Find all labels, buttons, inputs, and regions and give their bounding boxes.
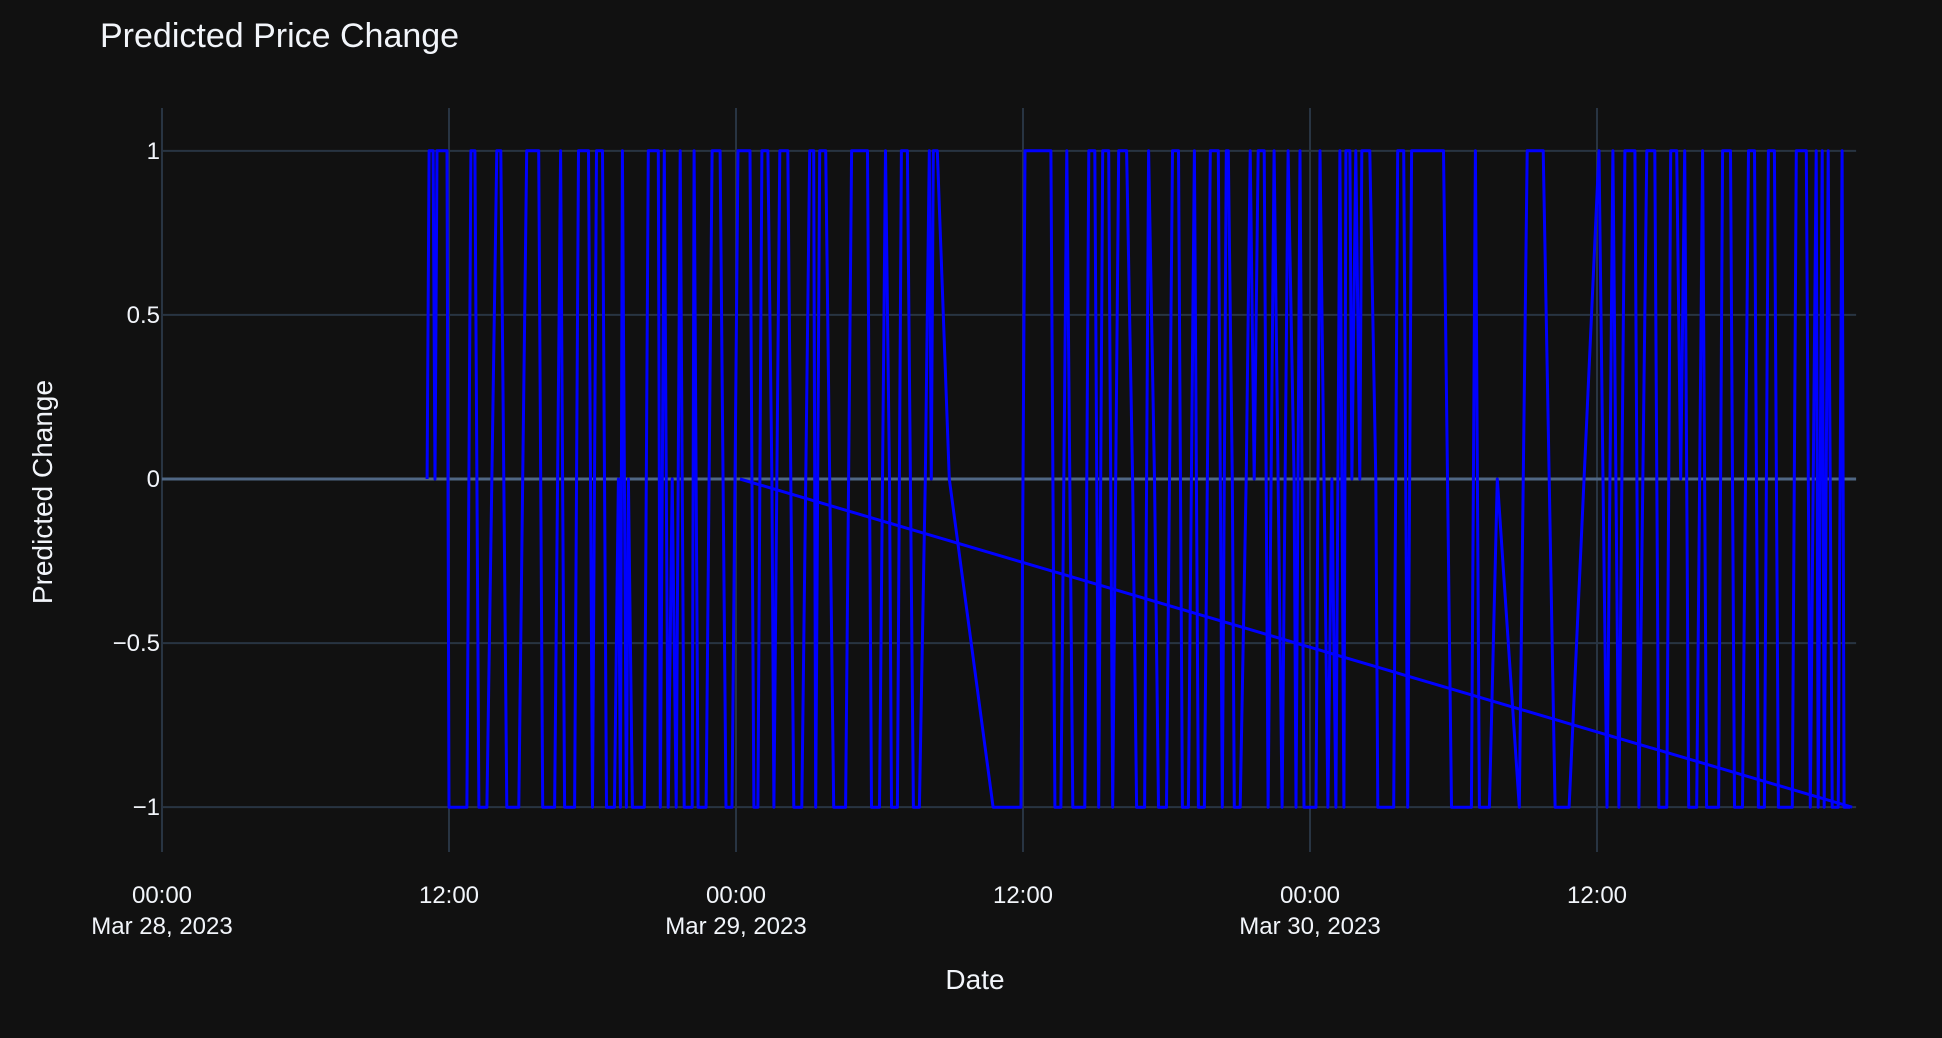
chart-title: Predicted Price Change xyxy=(100,17,459,55)
y-tick-label-4: −1 xyxy=(133,794,160,821)
x-tick-time-5: 12:00 xyxy=(1567,882,1627,909)
y-axis-title: Predicted Change xyxy=(27,380,58,604)
y-tick-label-0: 1 xyxy=(147,138,160,165)
y-axis-ticks: 1 0.5 0 −0.5 −1 xyxy=(113,138,160,821)
y-tick-label-3: −0.5 xyxy=(113,630,160,657)
x-tick-time-1: 12:00 xyxy=(419,882,479,909)
y-tick-label-1: 0.5 xyxy=(127,302,160,329)
series-layer xyxy=(425,149,1853,809)
x-axis-title: Date xyxy=(945,964,1004,995)
x-tick-date-2: Mar 29, 2023 xyxy=(665,913,806,940)
y-tick-label-2: 0 xyxy=(147,466,160,493)
x-axis-ticks: 00:00 Mar 28, 2023 12:00 00:00 Mar 29, 2023 1… xyxy=(91,882,1627,940)
x-tick-time-4: 00:00 xyxy=(1280,882,1340,909)
series-line-1 xyxy=(739,477,1853,809)
series-line-0 xyxy=(425,149,1851,809)
x-tick-time-0: 00:00 xyxy=(132,882,192,909)
x-tick-time-3: 12:00 xyxy=(993,882,1053,909)
x-tick-date-4: Mar 30, 2023 xyxy=(1239,913,1380,940)
x-tick-date-0: Mar 28, 2023 xyxy=(91,913,232,940)
x-tick-time-2: 00:00 xyxy=(706,882,766,909)
